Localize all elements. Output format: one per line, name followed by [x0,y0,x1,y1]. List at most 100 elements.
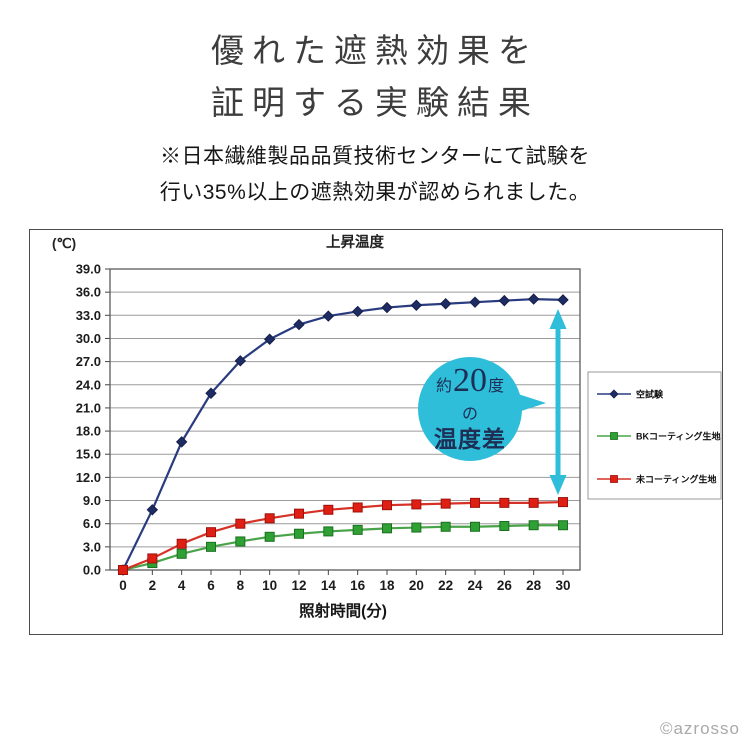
series-marker-2 [323,504,334,515]
callout-particle: の [461,406,478,423]
x-tick-label: 26 [497,578,513,593]
page-title-line2: 証明する実験結果 [211,86,539,122]
series-marker-0 [175,436,188,448]
series-marker-0 [322,310,335,322]
x-tick-label: 8 [237,578,245,593]
chart-title: 上昇温度 [326,233,384,251]
series-marker-1 [294,528,304,539]
series-marker-1 [499,521,510,532]
x-tick-label: 12 [291,578,306,593]
legend-marker-2 [610,475,618,483]
y-tick-label: 18.0 [76,424,101,439]
difference-arrow-shaft [555,327,561,476]
series-marker-2 [499,497,510,508]
x-tick-label: 0 [119,578,127,593]
series-marker-2 [264,513,275,524]
y-tick-label: 24.0 [76,377,101,392]
y-tick-label: 0.0 [83,563,101,578]
chart-canvas: 0.0 3.0 6.0 9.0 12.0 15.0 18.0 21.0 24.0 27.0 30.0… [52,233,722,620]
callout-label: 温度差 [434,427,506,452]
page-title-line1: 優れた遮熱効果を [211,34,539,70]
certification-note: ※日本繊維製品品質技術センターにて試験を 行い35%以上の遮熱効果が認められまし… [0,139,750,211]
x-axis-label: 照射時間(分) [299,601,387,620]
plot-border [109,268,581,571]
series-marker-2 [352,502,363,513]
temperature-rise-chart: 0.0 3.0 6.0 9.0 12.0 15.0 18.0 21.0 24.0 27.0 30.0… [29,229,723,635]
x-tick-label: 24 [467,578,483,593]
y-tick-label: 6.0 [83,516,101,531]
series-marker-0 [527,293,540,305]
y-tick-label: 33.0 [76,308,101,323]
y-tick-label: 3.0 [83,539,101,554]
callout-unit: 度 [488,378,505,395]
y-tick-label: 36.0 [76,285,101,300]
series-marker-1 [470,521,480,532]
callout-approx: 約 [435,378,452,395]
series-marker-1 [528,520,539,531]
series-marker-1 [411,522,422,533]
series-marker-0 [557,294,569,306]
series-marker-2 [147,553,158,564]
note-line1: ※日本繊維製品品質技術センターにて試験を [160,145,590,168]
series-line-2 [122,500,564,572]
x-tick-label: 4 [178,578,186,593]
series-marker-2 [382,500,392,511]
page-title: 優れた遮熱効果を 証明する実験結果 [0,26,750,130]
x-tick-label: 16 [350,578,366,593]
y-tick-label: 30.0 [76,331,101,346]
y-tick-label: 15.0 [76,447,101,462]
series-marker-0 [263,333,276,345]
y-tick-label: 39.0 [76,262,101,277]
y-tick-label: 9.0 [83,493,101,508]
x-tick-label: 6 [207,578,215,593]
series-marker-1 [235,536,246,547]
series-marker-2 [235,518,246,529]
series-marker-1 [558,520,568,531]
series-marker-1 [440,521,451,532]
series-marker-1 [176,548,187,559]
series-marker-0 [410,299,423,311]
series-marker-1 [206,541,216,552]
series-marker-2 [470,497,480,508]
series-marker-2 [176,538,187,549]
x-tick-label: 18 [379,578,395,593]
series-marker-2 [118,565,128,575]
series-marker-1 [382,523,392,534]
x-tick-label: 28 [526,578,542,593]
callout-tail-icon [484,383,546,423]
series-marker-0 [381,301,393,314]
series-marker-2 [528,497,539,508]
x-tick-label: 30 [555,578,570,593]
series-marker-2 [440,498,451,509]
series-marker-0 [146,504,159,516]
series-marker-0 [439,298,452,310]
y-unit-label: (℃) [52,236,76,251]
series-marker-0 [234,355,247,367]
x-tick-label: 10 [262,578,277,593]
series-marker-2 [411,499,422,510]
difference-arrow-up-icon [549,309,567,329]
callout-value: 20 [453,362,487,399]
difference-arrow-down-icon [549,475,567,495]
series-line-1 [122,524,563,572]
series-marker-2 [294,508,304,519]
series-marker-0 [351,305,364,318]
series-marker-0 [469,296,481,308]
watermark: ©azrosso [659,719,740,738]
x-tick-label: 22 [438,578,453,593]
y-tick-label: 21.0 [76,400,101,415]
x-tick-label: 20 [409,578,424,593]
legend-label-0: 空試験 [636,389,664,400]
series-marker-0 [205,387,217,399]
legend-marker-0 [609,389,619,399]
series-marker-0 [498,294,511,307]
series-line-0 [122,297,564,571]
series-marker-1 [323,526,334,537]
series-marker-2 [206,527,216,538]
series-marker-0 [293,318,305,331]
legend-marker-1 [610,432,618,440]
series-marker-1 [352,524,363,535]
legend-label-1: BKコーティング生地 [636,431,720,442]
note-line2: 行い35%以上の遮熱効果が認められました。 [159,181,591,204]
